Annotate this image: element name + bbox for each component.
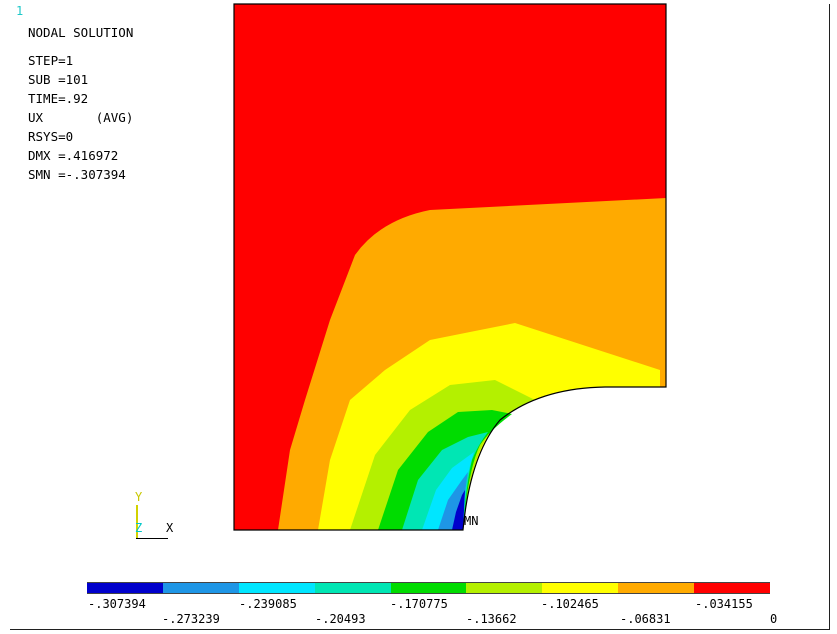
legend-swatch (238, 582, 315, 594)
rsys-readout: RSYS=0 (28, 129, 74, 144)
plot-title: NODAL SOLUTION (28, 25, 134, 40)
legend-label-upper: -.034155 (695, 597, 753, 611)
legend-swatch (87, 582, 163, 594)
legend-swatch (390, 582, 467, 594)
item-readout: UX (AVG) (28, 110, 134, 125)
triad-x-label: X (166, 521, 174, 535)
time-readout: TIME=.92 (28, 91, 89, 106)
triad-z-label: Z (135, 521, 143, 535)
triad-x-axis (136, 538, 168, 539)
legend-label-lower: -.20493 (315, 612, 366, 626)
legend-label-lower: -.273239 (162, 612, 220, 626)
legend-swatch (694, 582, 771, 594)
triad-y-axis (136, 505, 138, 538)
model-outline (233, 3, 667, 531)
legend-swatch (162, 582, 239, 594)
substep-readout: SUB =101 (28, 72, 89, 87)
legend-label-upper: -.102465 (541, 597, 599, 611)
legend-swatch (466, 582, 543, 594)
legend-label-upper: -.239085 (239, 597, 297, 611)
legend-label-lower: 0 (770, 612, 778, 626)
contour-band-darkblue (452, 490, 465, 530)
legend-label-lower: -.06831 (620, 612, 671, 626)
legend-swatch (542, 582, 619, 594)
dmx-readout: DMX =.416972 (28, 148, 119, 163)
legend-swatch (314, 582, 391, 594)
legend-label-upper: -.307394 (88, 597, 146, 611)
coordinate-triad (134, 505, 170, 541)
plot-frame (10, 4, 830, 630)
triad-y-label: Y (135, 490, 143, 504)
legend-label-lower: -.13662 (466, 612, 517, 626)
smn-readout: SMN =-.307394 (28, 167, 126, 182)
min-marker: MN (464, 514, 479, 528)
legend-label-upper: -.170775 (390, 597, 448, 611)
step-readout: STEP=1 (28, 53, 74, 68)
legend-swatch (618, 582, 695, 594)
window-number: 1 (16, 4, 24, 18)
